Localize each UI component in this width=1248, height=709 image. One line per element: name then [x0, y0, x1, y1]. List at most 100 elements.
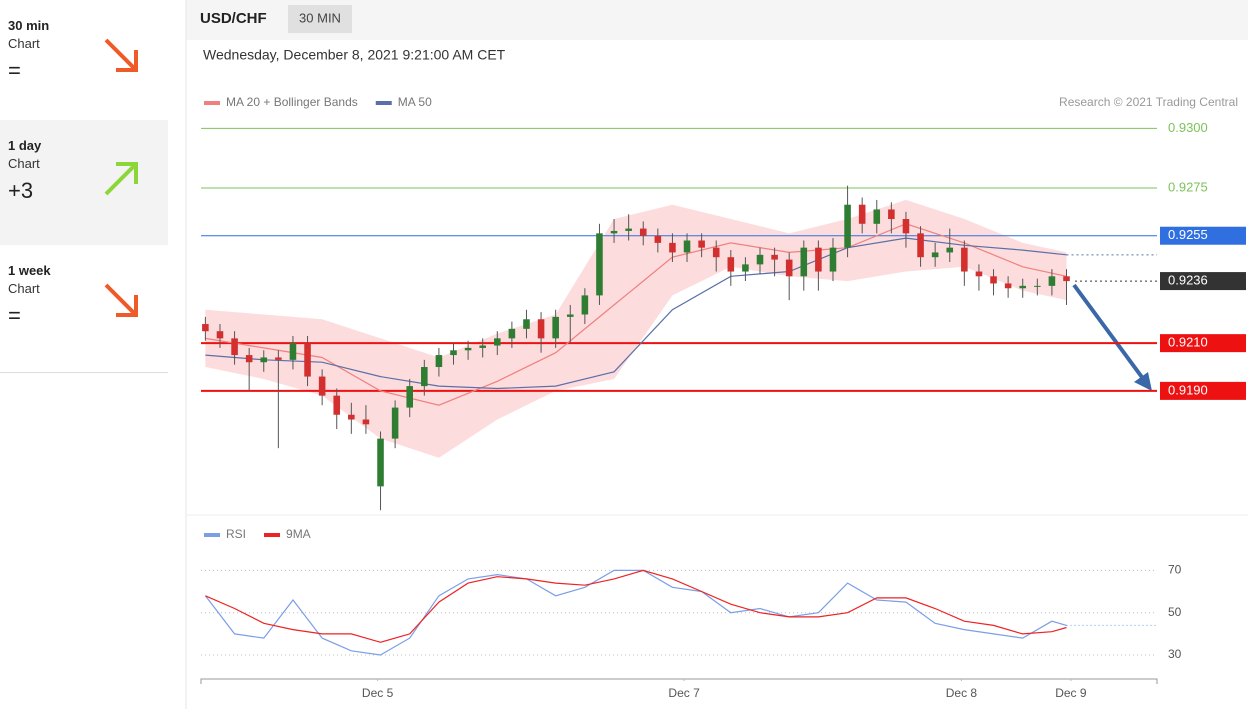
level-label: 0.9275	[1168, 179, 1208, 194]
x-tick-label: Dec 8	[946, 686, 978, 700]
candle-body	[785, 259, 793, 277]
level-tag	[1160, 334, 1246, 353]
legend-swatch	[264, 533, 281, 537]
rsi-line	[205, 569, 1067, 643]
candle-body	[844, 204, 851, 248]
label: Chart	[8, 156, 40, 171]
legend-label: MA 50	[398, 95, 432, 109]
candle-body	[873, 209, 881, 224]
candle-body	[858, 204, 866, 224]
candle-body	[289, 343, 297, 360]
candle-body	[625, 228, 632, 231]
timeframe-card[interactable]: 30 min Chart =	[0, 0, 168, 121]
candle-body	[712, 247, 720, 258]
candle-body	[523, 319, 530, 329]
candle-body	[596, 233, 603, 296]
candle-body	[756, 254, 764, 265]
candle-body	[639, 228, 647, 236]
candle-body	[742, 264, 749, 272]
sidebar: 30 min Chart = 1 day Chart +3 1 week Cha…	[0, 0, 168, 709]
candle-body	[931, 252, 939, 258]
candle-body	[800, 247, 808, 277]
candle-body	[464, 347, 472, 351]
candle-body	[581, 295, 589, 315]
interval: 30 MIN	[299, 10, 341, 25]
candle-body	[304, 343, 311, 377]
candle-body	[771, 254, 778, 260]
candle-body	[566, 314, 574, 317]
x-tick-label: Dec 5	[362, 686, 394, 700]
moving-average	[205, 237, 1067, 390]
candle-body	[231, 338, 238, 356]
candle-body	[815, 247, 822, 272]
period: 1 week	[8, 263, 51, 278]
arrow-down-icon	[104, 38, 138, 72]
x-tick-label: Dec 7	[668, 686, 700, 700]
candle-body	[888, 209, 895, 220]
forecast-arrow	[1072, 283, 1146, 382]
candle-body	[669, 242, 676, 253]
candle-body	[216, 331, 224, 339]
candle-body	[1004, 283, 1012, 289]
score: =	[8, 58, 21, 83]
y-tick-label: 50	[1168, 605, 1182, 619]
candle-body	[829, 247, 837, 272]
candle-body	[683, 240, 691, 253]
candle-body	[260, 357, 268, 363]
candle-body	[917, 233, 924, 258]
score: +3	[8, 178, 34, 203]
level-label: 0.9236	[1168, 273, 1208, 288]
candle-body	[421, 367, 428, 387]
moving-average	[205, 223, 1067, 406]
candle-body	[450, 350, 457, 356]
candle-body	[975, 271, 983, 277]
candle-body	[902, 219, 910, 234]
candle-body	[961, 247, 968, 272]
legend-label: 9MA	[286, 527, 311, 541]
candle-body	[698, 240, 705, 248]
legend-swatch	[375, 101, 392, 105]
level-tag	[1160, 272, 1246, 291]
timeframe-card[interactable]: 1 week Chart =	[0, 245, 168, 373]
level-label: 0.9300	[1168, 120, 1208, 135]
period: 30 min	[8, 18, 50, 33]
candle-body	[1063, 276, 1070, 282]
legend-swatch	[204, 101, 220, 105]
level-tag	[1160, 226, 1246, 245]
candle-body	[245, 355, 253, 363]
level-tag	[1160, 381, 1246, 400]
candle-body	[727, 257, 735, 272]
candle-body	[202, 324, 209, 332]
candle-body	[318, 376, 326, 396]
candle-body	[333, 395, 341, 415]
interval-badge[interactable]	[288, 5, 352, 33]
label: Chart	[8, 36, 40, 51]
symbol: USD/CHF	[200, 10, 267, 27]
score: =	[8, 303, 21, 328]
candle-body	[654, 235, 662, 243]
candle-body	[537, 319, 545, 339]
candle-body	[275, 357, 282, 360]
legend-swatch	[204, 533, 220, 537]
label: Chart	[8, 281, 40, 296]
candle-body	[1034, 285, 1041, 287]
x-axis	[200, 678, 1158, 684]
candle-body	[406, 386, 413, 408]
level-label: 0.9255	[1168, 227, 1208, 242]
candle-body	[391, 407, 399, 439]
source: Research © 2021 Trading Central	[1059, 95, 1238, 109]
candle-body	[508, 328, 516, 339]
candle-body	[1019, 285, 1027, 289]
legend-label: MA 20 + Bollinger Bands	[226, 95, 358, 109]
x-tick-label: Dec 9	[1055, 686, 1087, 700]
period: 1 day	[8, 138, 42, 153]
candle-body	[494, 338, 501, 346]
candle-body	[348, 414, 355, 420]
arrow-down-icon	[104, 283, 138, 317]
candle-body	[990, 276, 997, 284]
header-bar	[186, 0, 1248, 40]
level-label: 0.9190	[1168, 382, 1208, 397]
timestamp: Wednesday, December 8, 2021 9:21:00 AM C…	[203, 47, 506, 63]
